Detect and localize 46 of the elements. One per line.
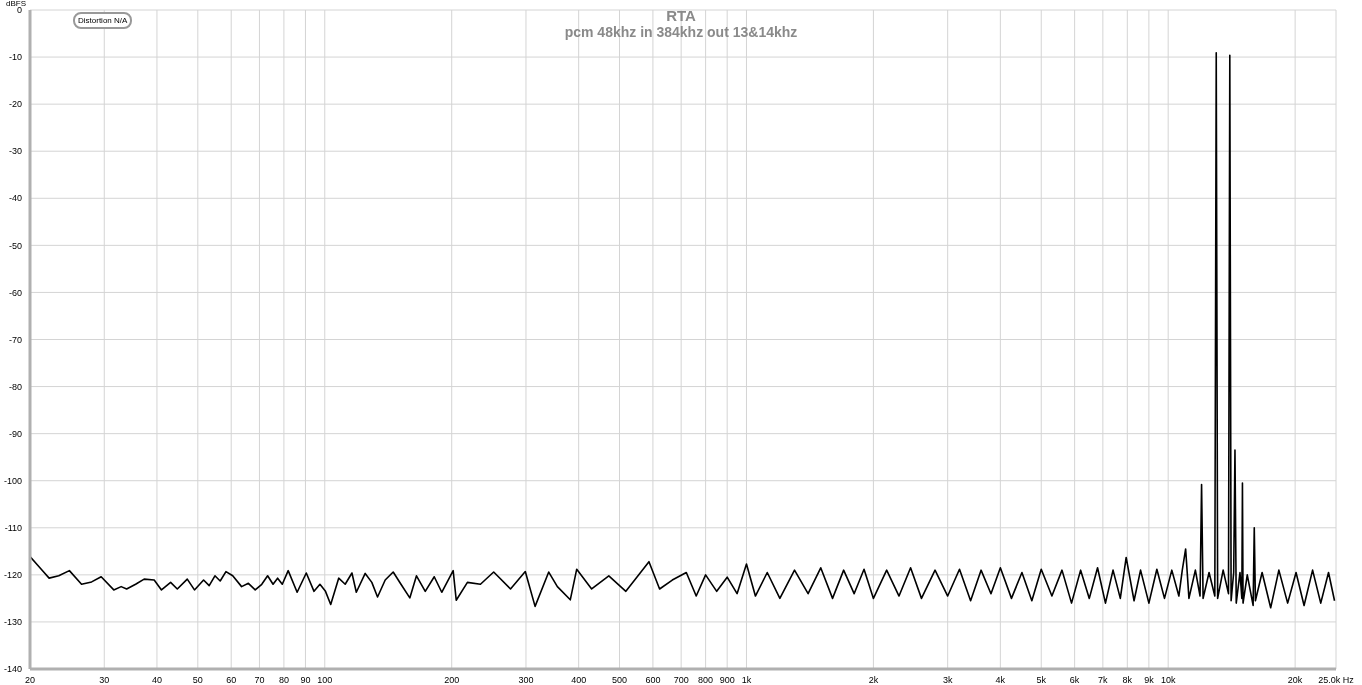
- x-tick-label: 800: [698, 675, 714, 685]
- annotation: Distortion N/A: [73, 12, 133, 29]
- x-tick-label: 7k: [1098, 675, 1109, 685]
- x-tick-label: 5k: [1036, 675, 1047, 685]
- y-tick-label: -40: [8, 193, 22, 204]
- x-tick-label: 10k: [1160, 675, 1176, 685]
- x-tick-label: 80: [278, 675, 289, 685]
- x-tick-label: 30: [99, 675, 110, 685]
- y-tick-label: -80: [8, 381, 22, 392]
- x-tick-label: 90: [300, 675, 311, 685]
- y-tick-label: -60: [8, 287, 22, 298]
- x-tick-label: 500: [612, 675, 628, 685]
- x-tick-label: 4k: [995, 675, 1006, 685]
- x-tick-label: 2k: [868, 675, 879, 685]
- x-tick-label: 100: [317, 675, 333, 685]
- x-tick-label: 8k: [1122, 675, 1133, 685]
- x-tick-label: 700: [673, 675, 689, 685]
- y-tick-label: -30: [8, 146, 22, 157]
- y-tick-label: -110: [4, 522, 22, 533]
- x-tick-label: 25.0k Hz: [1318, 675, 1355, 685]
- x-tick-label: 6k: [1069, 675, 1080, 685]
- y-tick-label: -90: [8, 428, 22, 439]
- y-tick-label: -140: [3, 664, 22, 675]
- x-tick-label: 50: [192, 675, 203, 685]
- x-tick-label: 3k: [942, 675, 953, 685]
- x-tick-label: 1k: [741, 675, 752, 685]
- x-tick-label: 20: [24, 675, 36, 685]
- x-tick-label: 60: [226, 675, 237, 685]
- y-tick-label: -120: [3, 570, 22, 581]
- y-tick-label: -70: [8, 334, 22, 345]
- chart-title: RTA: [666, 7, 696, 24]
- y-tick-label: -50: [8, 240, 22, 251]
- x-tick-label: 70: [254, 675, 265, 685]
- y-tick-label: -100: [3, 475, 22, 486]
- x-tick-label: 600: [645, 675, 661, 685]
- x-tick-label: 200: [444, 675, 460, 685]
- y-tick-label: -130: [3, 617, 22, 628]
- x-tick-label: 300: [518, 675, 534, 685]
- y-tick-label: -20: [8, 99, 22, 110]
- x-tick-label: 40: [151, 675, 162, 685]
- x-tick-label: 20k: [1287, 675, 1303, 685]
- x-tick-label: 900: [719, 675, 735, 685]
- y-tick-label: -10: [8, 52, 22, 63]
- x-tick-label: 9k: [1144, 675, 1155, 685]
- text: pcm 48khz in 384khz out 13&14khz: [563, 24, 799, 40]
- x-tick-label: 400: [571, 675, 587, 685]
